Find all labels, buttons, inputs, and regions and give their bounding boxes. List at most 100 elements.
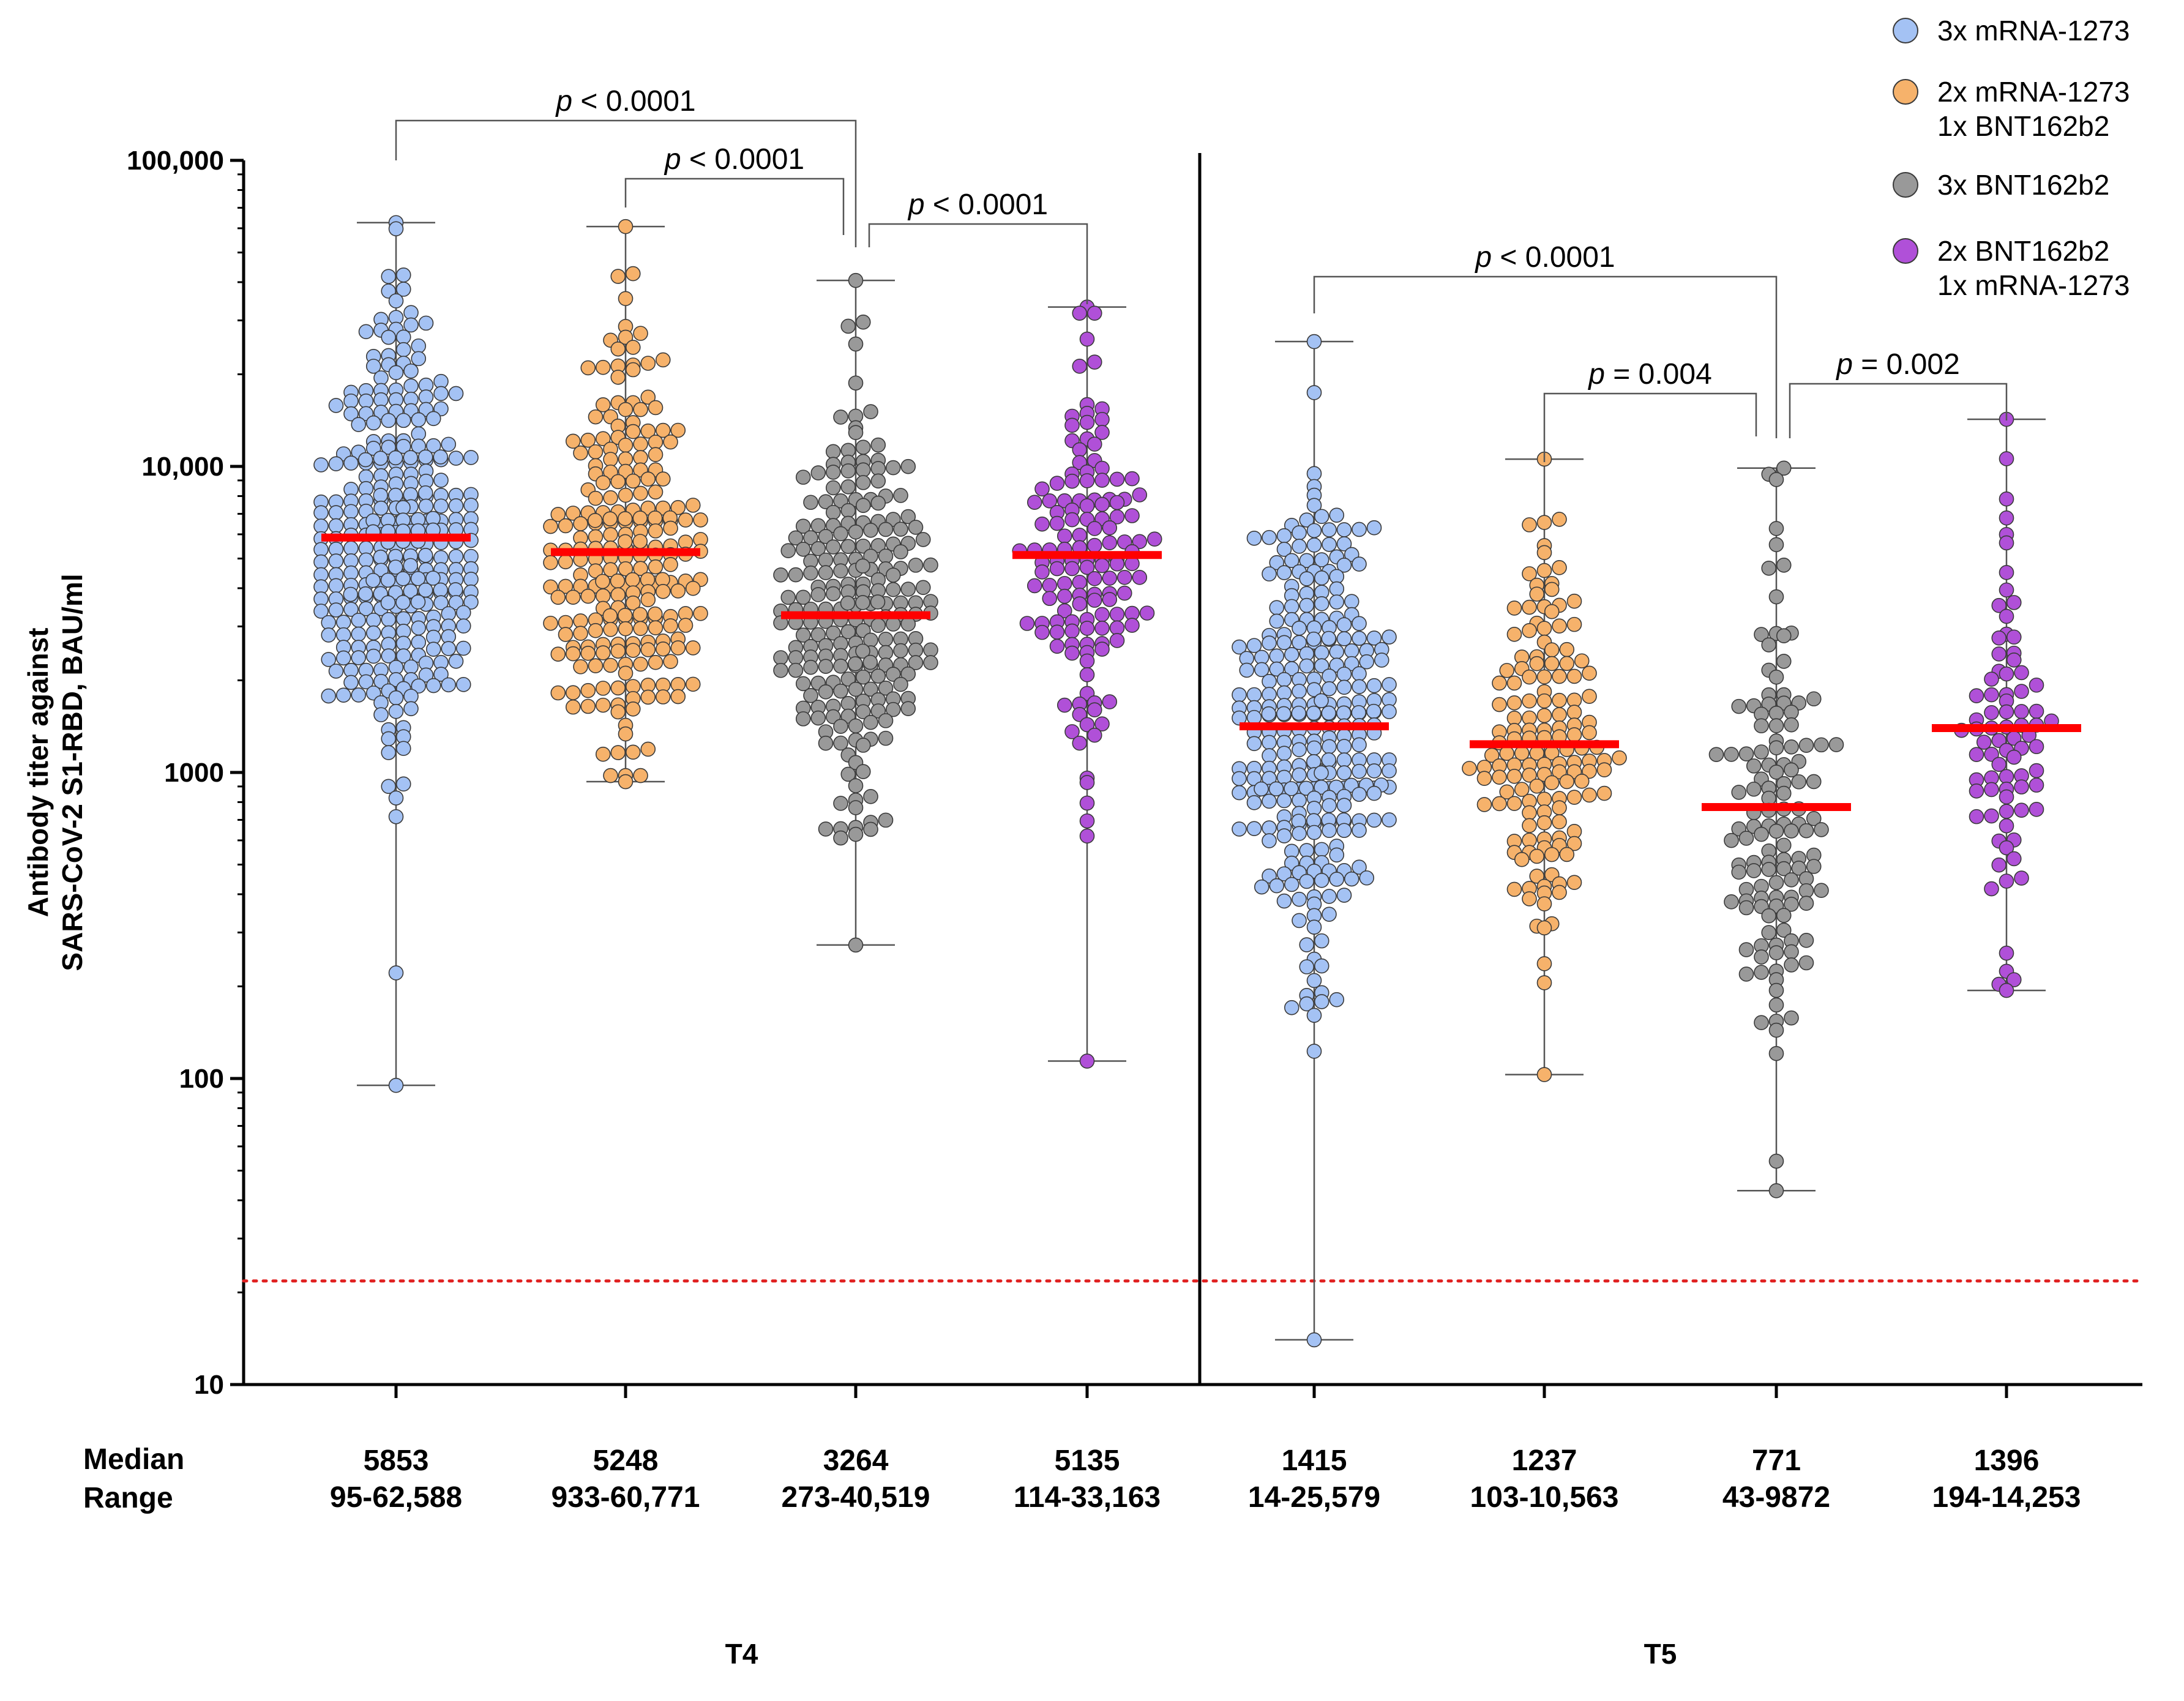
data-point [395,267,411,283]
data-point [1034,624,1050,640]
median-value: 1237 [1512,1445,1577,1477]
data-point [388,965,404,981]
data-point [1522,622,1537,638]
data-point [565,699,581,715]
data-point [417,548,433,563]
data-point [1072,596,1088,611]
data-point [380,572,396,588]
range-value: 194-14,253 [1932,1481,2081,1514]
data-point [1382,677,1397,692]
data-point [410,594,426,610]
data-point [403,450,419,465]
data-point [1276,528,1292,544]
data-point [1064,561,1080,577]
data-point [1536,621,1552,636]
data-point [648,447,664,463]
data-point [1999,873,2014,889]
data-point [1276,542,1292,557]
data-point [1079,621,1095,636]
data-point [625,572,640,588]
data-point [1776,922,1792,938]
data-point [855,439,871,455]
data-point [1559,847,1575,862]
data-point [1999,840,2014,856]
data-point [1102,520,1118,536]
data-point [558,518,574,534]
data-point [1522,566,1537,581]
data-point [1798,955,1814,971]
data-point [1042,493,1058,509]
data-point [1566,616,1582,632]
data-point [825,465,841,480]
data-point [328,518,344,534]
data-point [595,645,611,660]
p-value-symbol: p [1587,358,1605,391]
legend-swatch [1893,18,1918,43]
data-point [640,471,656,487]
y-axis-title-line: Antibody titer against [22,628,54,918]
data-point [878,713,894,728]
y-axis-title: Antibody titer againstSARS-CoV-2 S1-RBD,… [22,574,88,971]
data-point [855,498,871,514]
data-point [425,641,441,657]
data-point [1746,781,1762,797]
data-point [1776,628,1792,644]
data-point [855,558,870,574]
data-point [655,352,671,368]
data-point [1768,765,1784,780]
data-point [328,505,344,520]
data-point [433,449,449,465]
data-point [602,511,618,526]
data-point [588,658,604,674]
data-point [603,527,618,542]
data-point [2014,704,2029,719]
data-point [328,664,344,679]
data-point [640,592,656,608]
data-point [1708,747,1724,762]
data-point [1552,884,1567,900]
data-point [1064,645,1080,661]
data-point [618,665,634,681]
data-point [1246,821,1262,836]
data-point [1344,643,1359,659]
data-point [381,413,397,428]
data-point [1329,872,1345,887]
data-point [670,640,686,656]
range-value: 103-10,563 [1470,1481,1619,1514]
data-point [825,625,841,641]
data-point [1276,893,1292,909]
data-point [595,397,611,413]
data-point [878,645,894,660]
data-point [893,643,908,659]
data-point [1262,566,1277,581]
data-point [1596,762,1612,777]
data-point [632,534,648,549]
data-point [863,681,878,697]
data-point [1336,679,1352,695]
data-point [855,643,870,659]
data-point [693,512,708,528]
data-point [1132,487,1148,503]
data-point [411,438,427,454]
data-point [1306,1008,1322,1023]
data-point [1086,305,1102,321]
data-point [433,595,449,610]
data-point [795,518,811,534]
data-point [833,526,848,542]
data-point [1566,790,1582,805]
data-point [588,409,604,425]
data-point [1254,662,1270,678]
data-point [1232,687,1247,703]
data-point [1079,775,1095,790]
data-point [463,498,479,513]
data-point [1999,804,2014,819]
data-point [1254,781,1269,797]
data-point [313,554,329,570]
data-point [1522,818,1537,834]
data-point [818,684,834,700]
data-point [403,583,419,599]
data-point [1761,925,1777,940]
data-point [543,518,558,534]
legend-swatch [1893,238,1918,264]
data-point [840,596,856,611]
